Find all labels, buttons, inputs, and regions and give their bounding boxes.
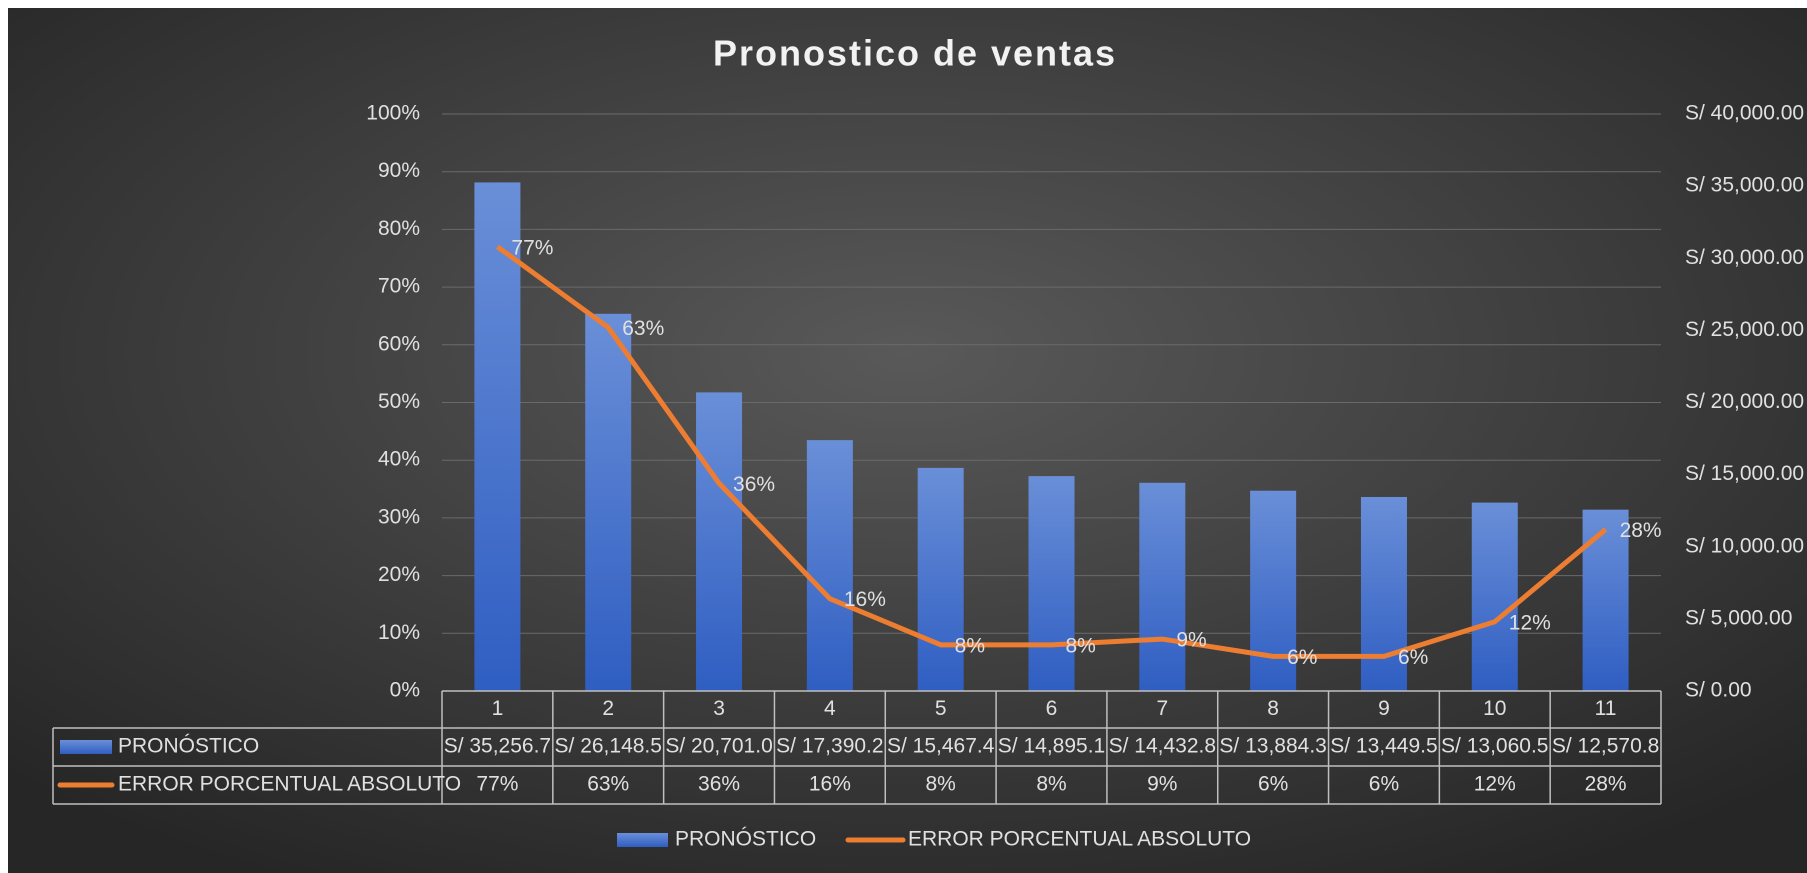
y2-tick-label: S/ 35,000.00 [1685,174,1804,197]
x-tick-label: 3 [713,697,725,720]
y-tick-label: 90% [378,159,420,182]
bar [917,467,964,691]
data-label: 8% [955,634,985,657]
table-cell: S/ 13,884.3 [1219,735,1326,758]
data-label: 12% [1509,611,1551,634]
table-cell: S/ 13,449.5 [1330,735,1437,758]
y2-tick-label: S/ 25,000.00 [1685,318,1804,341]
table-cell: S/ 35,256.7 [444,735,551,758]
bar [1471,502,1518,691]
y-tick-label: 60% [378,332,420,355]
table-cell: S/ 12,570.8 [1552,735,1659,758]
y2-tick-label: S/ 30,000.00 [1685,246,1804,269]
table-cell: 28% [1585,773,1627,796]
y2-tick-label: S/ 20,000.00 [1685,390,1804,413]
table-cell: S/ 15,467.4 [887,735,995,758]
x-tick-label: 10 [1483,697,1506,720]
y2-tick-label: S/ 0.00 [1685,679,1752,702]
chart-title: Pronostico de ventas [713,33,1117,74]
bar [806,440,853,691]
data-label: 6% [1398,646,1428,669]
y2-tick-label: S/ 40,000.00 [1685,102,1804,125]
data-label: 8% [1066,634,1096,657]
legend-label: PRONÓSTICO [675,828,816,851]
x-tick-label: 9 [1378,697,1390,720]
background [8,8,1807,873]
data-label: 36% [733,473,775,496]
y-tick-label: 40% [378,448,420,471]
y-tick-label: 0% [390,679,420,702]
table-cell: S/ 14,895.1 [998,735,1105,758]
table-row-header: PRONÓSTICO [118,735,259,758]
data-label: 9% [1176,629,1206,652]
x-tick-label: 8 [1267,697,1279,720]
y-tick-label: 20% [378,563,420,586]
data-label: 63% [622,317,664,340]
table-cell: 6% [1369,773,1399,796]
y2-tick-label: S/ 15,000.00 [1685,462,1804,485]
y-tick-label: 10% [378,621,420,644]
x-tick-label: 2 [602,697,614,720]
table-cell: 16% [809,773,851,796]
x-tick-label: 4 [824,697,836,720]
table-cell: 9% [1147,773,1177,796]
data-label: 77% [511,236,553,259]
y-tick-label: 50% [378,390,420,413]
x-tick-label: 6 [1046,697,1058,720]
table-cell: S/ 14,432.8 [1109,735,1216,758]
y-tick-label: 100% [366,102,420,125]
table-cell: 12% [1474,773,1516,796]
legend-swatch [617,833,668,847]
bar [1028,476,1075,691]
legend-swatch [60,740,112,754]
table-cell: 63% [587,773,629,796]
table-cell: 8% [926,773,956,796]
x-tick-label: 5 [935,697,947,720]
table-row-header: ERROR PORCENTUAL ABSOLUTO [118,773,461,796]
y-tick-label: 70% [378,275,420,298]
table-cell: S/ 13,060.5 [1441,735,1548,758]
bar [1139,482,1186,691]
y2-tick-label: S/ 10,000.00 [1685,534,1804,557]
y-tick-label: 30% [378,505,420,528]
x-tick-label: 1 [492,697,504,720]
table-cell: S/ 17,390.2 [776,735,883,758]
bar [474,182,521,691]
table-cell: 8% [1036,773,1066,796]
line-series [495,244,1608,659]
legend-label: ERROR PORCENTUAL ABSOLUTO [908,828,1251,851]
table-cell: 77% [476,773,518,796]
data-label: 6% [1287,646,1317,669]
bar [696,392,743,691]
data-label: 28% [1620,519,1662,542]
data-label: 16% [844,588,886,611]
table-cell: S/ 20,701.0 [665,735,772,758]
x-tick-label: 11 [1595,697,1617,720]
table-cell: 6% [1258,773,1288,796]
x-tick-label: 7 [1156,697,1168,720]
bar [585,313,632,691]
table-cell: 36% [698,773,740,796]
y-tick-label: 80% [378,217,420,240]
y2-tick-label: S/ 5,000.00 [1685,606,1792,629]
table-cell: S/ 26,148.5 [555,735,662,758]
